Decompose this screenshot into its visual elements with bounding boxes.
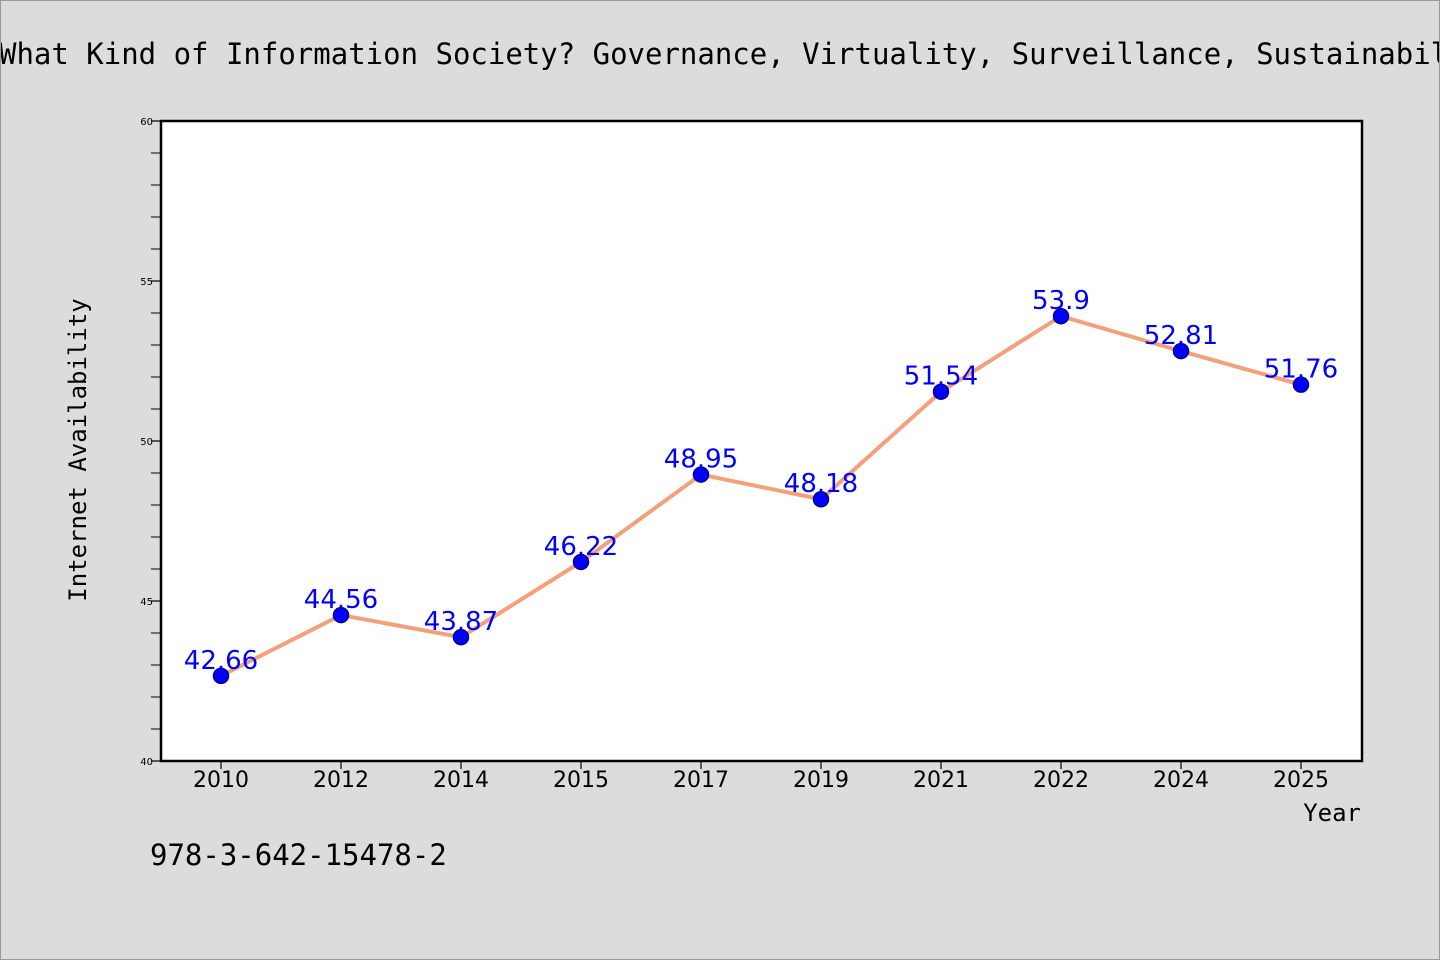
y-tick-label: 45 — [140, 597, 153, 608]
data-point — [212, 667, 230, 685]
x-tick-label: 2024 — [1153, 768, 1209, 793]
data-label: 44.56 — [304, 585, 378, 615]
x-tick-label: 2014 — [433, 768, 489, 793]
data-label: 46.22 — [544, 532, 618, 562]
data-label: 42.66 — [184, 646, 258, 676]
data-point — [452, 628, 470, 646]
data-point — [572, 553, 590, 571]
data-point — [1172, 342, 1190, 360]
data-label: 51.54 — [904, 362, 978, 392]
data-point — [1292, 376, 1310, 393]
data-label: 51.76 — [1264, 355, 1338, 385]
x-tick-label: 2015 — [553, 768, 609, 793]
data-point — [812, 490, 830, 508]
data-label: 53.9 — [1032, 286, 1090, 316]
y-tick-label: 40 — [140, 757, 153, 768]
data-label: 48.18 — [784, 469, 858, 499]
x-tick-label: 2022 — [1033, 768, 1089, 793]
isbn-annotation: 978-3-642-15478-2 — [150, 838, 447, 872]
data-point — [932, 383, 950, 400]
series-group: 42.66 44.56 43.87 46.22 48.95 48.18 51.54 53.9 5… — [184, 286, 1338, 685]
data-label: 52.81 — [1144, 321, 1218, 351]
x-tick-label: 2017 — [673, 768, 729, 793]
plot-area — [159, 119, 1364, 763]
chart-title: What Kind of Information Society? Govern… — [1, 37, 1440, 71]
data-point — [332, 606, 350, 624]
y-tick-label: 50 — [140, 437, 153, 448]
y-tick-label: 55 — [140, 277, 153, 288]
data-label: 48.95 — [664, 445, 738, 475]
x-tick-label: 2025 — [1273, 768, 1329, 793]
y-axis: 40 45 50 55 60 — [140, 117, 161, 768]
x-tick-label: 2019 — [793, 768, 849, 793]
data-point — [692, 466, 710, 483]
y-tick-label: 60 — [140, 117, 153, 128]
data-label: 43.87 — [424, 607, 498, 637]
y-axis-label: Internet Availability — [64, 298, 92, 601]
series-line — [219, 314, 1303, 678]
data-point — [1052, 307, 1070, 325]
x-tick-label: 2021 — [913, 768, 969, 793]
x-axis: 2010 2012 2014 2015 2017 2019 2021 2022 2024 2025 — [193, 761, 1329, 793]
x-tick-label: 2012 — [313, 768, 369, 793]
x-axis-label: Year — [1303, 799, 1361, 827]
x-tick-label: 2010 — [193, 768, 249, 793]
